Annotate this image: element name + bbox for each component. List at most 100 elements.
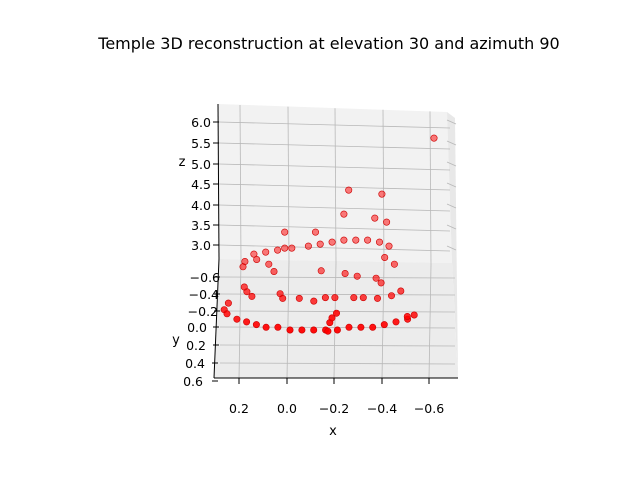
data-point (328, 238, 336, 246)
data-point (310, 326, 318, 334)
data-point (387, 292, 395, 300)
data-point (281, 228, 289, 236)
scatter-points (220, 134, 438, 335)
y-tick-label: 0.4 (185, 356, 205, 371)
z-axis-label: z (179, 155, 186, 170)
z-axis-line (217, 103, 220, 260)
x-grid-line (382, 109, 385, 265)
x-grid-line (239, 104, 242, 262)
z-tick-label: 5.0 (191, 157, 211, 172)
y-axis-line (213, 258, 220, 379)
data-point (390, 260, 398, 268)
x-grid-line (334, 108, 337, 264)
data-point (295, 294, 303, 302)
x-axis-label: x (329, 424, 337, 439)
data-point (331, 294, 339, 302)
data-point (233, 315, 241, 323)
data-point (371, 214, 379, 222)
x-grid-line (429, 111, 432, 266)
data-point (381, 254, 389, 262)
z-grid-line (446, 245, 457, 251)
data-point (357, 323, 365, 331)
data-point (311, 228, 319, 236)
z-grid-line (446, 203, 457, 209)
z-grid-line (218, 121, 451, 129)
data-point (332, 309, 340, 317)
y-tick-label: 0.0 (187, 320, 207, 335)
z-grid-line (218, 142, 451, 150)
z-tick-label: 4.5 (191, 177, 211, 192)
data-point (364, 236, 372, 244)
z-grid-line (446, 119, 457, 125)
y-tick-label: −0.2 (188, 304, 218, 319)
data-point (350, 294, 358, 302)
data-point (304, 242, 312, 250)
data-point (340, 210, 348, 218)
data-point (250, 250, 258, 258)
data-point (274, 323, 282, 331)
z-tick-label: 6.0 (191, 115, 211, 130)
grid-lines (218, 104, 457, 379)
x-grid-line (287, 106, 290, 263)
y-tick-label: −0.4 (189, 287, 219, 302)
x-grid-line (428, 264, 432, 379)
data-point (359, 294, 367, 302)
data-point (310, 297, 318, 305)
z-grid-line (446, 224, 457, 230)
data-point (352, 236, 360, 244)
data-point (373, 294, 381, 302)
x-tick-label: −0.4 (367, 401, 397, 416)
data-point (353, 272, 361, 280)
z-grid-line (218, 163, 451, 171)
x-grid-line (286, 261, 290, 379)
data-point (392, 318, 400, 326)
data-point (239, 263, 247, 271)
z-tick-label: 3.0 (191, 238, 211, 253)
z-grid-line (218, 244, 451, 252)
data-point (223, 310, 231, 318)
data-point (288, 244, 296, 252)
z-grid-line (446, 182, 457, 188)
y-axis-label: y (172, 333, 180, 348)
data-point (410, 311, 418, 319)
z-grid-line (218, 224, 451, 232)
y-tick-label: 0.6 (183, 374, 203, 389)
z-grid-line (446, 140, 457, 146)
x-tick-label: 0.0 (277, 401, 297, 416)
data-point (324, 327, 332, 335)
chart-title: Temple 3D reconstruction at elevation 30… (97, 34, 559, 53)
data-point (375, 238, 383, 246)
z-tick-label: 3.5 (191, 218, 211, 233)
data-point (317, 267, 325, 275)
back-pane (214, 104, 458, 378)
z-tick-label: 5.5 (191, 136, 211, 151)
data-point (385, 242, 393, 250)
data-point (316, 240, 324, 248)
data-point (224, 299, 232, 307)
data-point (253, 255, 261, 263)
back-wall (218, 104, 452, 263)
data-point (279, 294, 287, 302)
y-grid-line (219, 293, 456, 296)
data-point (262, 323, 270, 331)
data-point (380, 321, 388, 329)
data-point (345, 186, 353, 194)
y-tick-label: 0.2 (186, 338, 206, 353)
data-point (240, 283, 248, 291)
data-point (341, 269, 349, 277)
axis-lines (213, 103, 458, 379)
y-tick-label: −0.6 (190, 270, 220, 285)
z-tick-label: 4.0 (191, 198, 211, 213)
data-point (243, 318, 251, 326)
data-point (397, 287, 405, 295)
data-point (378, 190, 386, 198)
y-ticks: −0.6 −0.4 −0.2 0.0 0.2 0.4 0.6 y (172, 270, 220, 389)
z-ticks: 6.0 5.5 5.0 4.5 4.0 3.5 3.0 z (179, 115, 219, 253)
data-point (430, 134, 438, 142)
data-point (383, 218, 391, 226)
data-point (340, 236, 348, 244)
data-point (333, 326, 341, 334)
data-point (248, 292, 256, 300)
data-point (270, 267, 278, 275)
